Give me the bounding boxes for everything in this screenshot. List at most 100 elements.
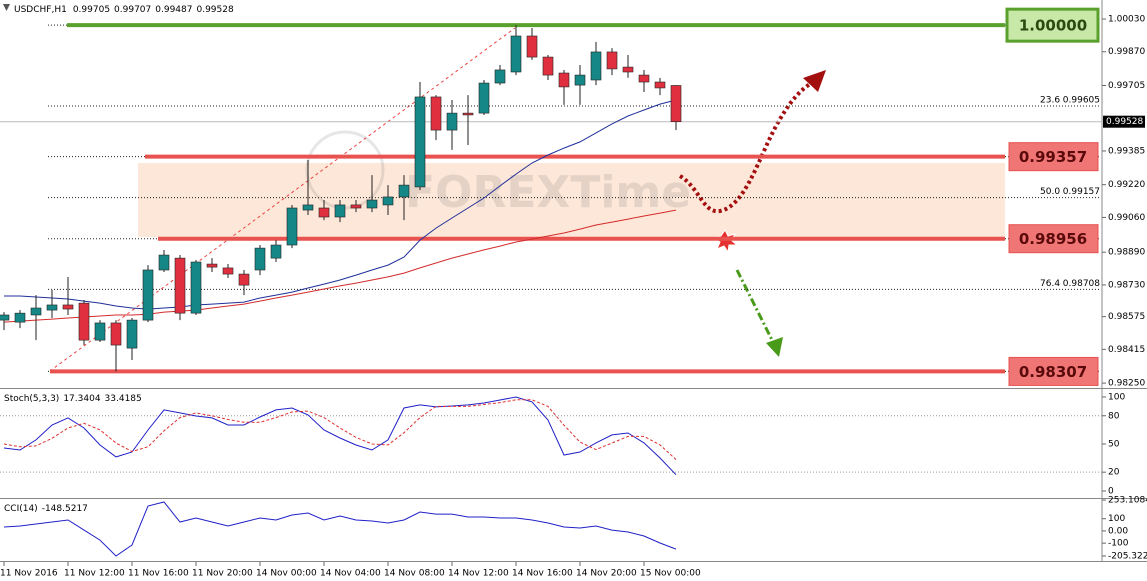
y-tick-label: 80 (1108, 411, 1120, 421)
level-label: 1.00000 (1019, 17, 1087, 35)
cci-value: -148.5217 (42, 504, 88, 514)
candle-body (318, 207, 330, 218)
candle-body (158, 254, 170, 271)
cci-header: CCI(14) -148.5217 (4, 504, 88, 514)
symbol: USDCHF,H1 (14, 5, 67, 15)
fib-ratio: 23.6 (1040, 95, 1060, 105)
indicator-line (3, 501, 677, 557)
cci-title: CCI(14) (4, 504, 38, 514)
indicator-line (3, 399, 677, 460)
y-tick-label: 50 (1108, 439, 1120, 449)
candle-body (494, 69, 506, 84)
candle-body (254, 247, 266, 271)
current-price-label: 0.99528 (1106, 117, 1143, 127)
candle-body (30, 307, 42, 316)
indicator-line (3, 209, 677, 323)
candle-body (62, 304, 74, 310)
x-tick-label: 11 Nov 16:00 (128, 569, 189, 579)
candle-body (94, 322, 106, 341)
candle-body (638, 74, 650, 83)
x-tick-label: 14 Nov 00:00 (256, 569, 317, 579)
candle-body (14, 312, 26, 323)
stoch-title: Stoch(5,3,3) (4, 394, 59, 404)
arrow-head (766, 337, 783, 357)
y-tick-label: 253.1084 (1108, 496, 1147, 506)
level-box (1008, 356, 1099, 386)
x-tick-label: 11 Nov 2016 (0, 569, 58, 579)
scenario-up-arrow (678, 82, 812, 214)
y-tick-label: 0.98415 (1108, 345, 1145, 355)
y-tick-label: 0.98730 (1108, 280, 1145, 290)
y-tick-label: 0.98890 (1108, 248, 1145, 258)
candle-body (110, 322, 122, 346)
candle-body (78, 302, 90, 341)
watermark-group: FOREXTime (305, 130, 691, 218)
arrow-head (803, 70, 826, 92)
high: 0.99707 (114, 5, 151, 15)
y-tick-label: 20 (1108, 468, 1120, 478)
y-tick-label: 100 (1108, 392, 1125, 402)
x-tick-label: 15 Nov 00:00 (640, 569, 701, 579)
current-price-box (1103, 115, 1145, 128)
candle-body (190, 261, 202, 314)
candle-body (398, 184, 410, 198)
stoch-d: 33.4185 (105, 394, 142, 404)
candle-body (558, 72, 570, 88)
x-tick-label: 14 Nov 08:00 (384, 569, 445, 579)
fib-ratio: 76.4 (1040, 279, 1060, 289)
candle-body (526, 35, 538, 58)
level-label: 0.98956 (1019, 230, 1087, 248)
stoch-k: 17.3404 (63, 394, 100, 404)
candle-body (142, 269, 154, 321)
candle-body (622, 66, 634, 73)
y-tick-label: 0.00 (1108, 526, 1128, 536)
level-box (1008, 224, 1099, 254)
stoch-header: Stoch(5,3,3) 17.3404 33.4185 (4, 394, 142, 404)
header-icon (3, 4, 10, 11)
candle-body (334, 204, 346, 218)
candle-body (590, 51, 602, 81)
x-tick-label: 11 Nov 12:00 (64, 569, 125, 579)
watermark: FOREXTime (405, 167, 691, 218)
indicator-line (4, 99, 677, 310)
candle-body (238, 273, 250, 286)
y-tick-label: 0.99870 (1108, 47, 1145, 57)
candle-body (46, 304, 58, 311)
y-tick-label: 0.99060 (1108, 213, 1145, 223)
candle-body (510, 35, 522, 73)
y-tick-label: 100 (1108, 514, 1125, 524)
header: USDCHF,H1 0.99705 0.99707 0.99487 0.99528 (14, 5, 234, 15)
low: 0.99487 (155, 5, 192, 15)
candle-body (654, 81, 666, 89)
y-tick-label: 0 (1108, 486, 1114, 496)
candle-body (366, 199, 378, 209)
candle-body (222, 267, 234, 275)
level-box (1005, 7, 1100, 43)
fib-price: 0.98708 (1063, 279, 1100, 289)
x-tick-label: 14 Nov 04:00 (320, 569, 381, 579)
level-label: 0.99357 (1019, 148, 1087, 166)
candle-body (126, 319, 138, 349)
y-tick-label: -100 (1108, 539, 1129, 549)
candle-body (478, 82, 490, 114)
fib-ratio: 50.0 (1040, 187, 1060, 197)
candle-body (462, 112, 474, 116)
y-tick-label: 0.99220 (1108, 180, 1145, 190)
y-tick-label: 1.00030 (1108, 15, 1145, 25)
x-tick-label: 11 Nov 20:00 (192, 569, 253, 579)
candle-body (302, 204, 314, 211)
fib-price: 0.99157 (1063, 187, 1100, 197)
candle-body (414, 96, 426, 188)
candle-body (670, 85, 682, 122)
y-tick-label: -205.322 (1108, 552, 1147, 562)
y-tick-label: 0.99705 (1108, 81, 1145, 91)
fib-price: 0.99605 (1063, 95, 1100, 105)
candle-body (0, 314, 10, 321)
level-label: 0.98307 (1019, 363, 1087, 381)
candle-body (206, 263, 218, 268)
candle-body (382, 196, 394, 206)
fib-trend (49, 27, 516, 372)
candle-body (286, 207, 298, 246)
candle-body (574, 74, 586, 86)
